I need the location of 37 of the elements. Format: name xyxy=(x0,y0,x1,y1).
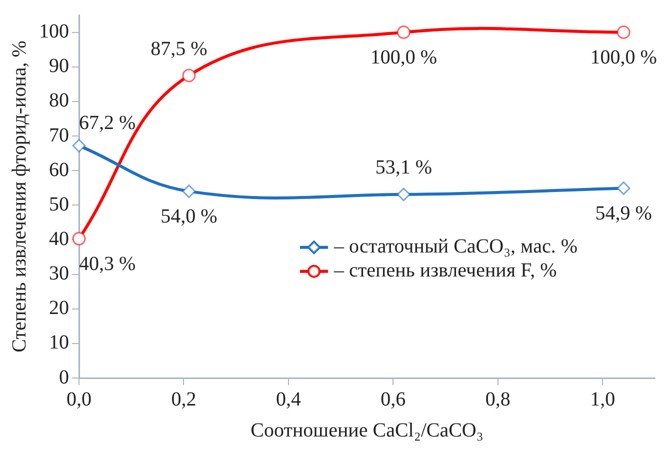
y-axis-title: Степень извлечения фторид-иона, % xyxy=(8,40,30,352)
x-tick-label: 0,0 xyxy=(66,388,92,410)
data-label: 100,0 % xyxy=(370,46,437,69)
x-tick-label: 1,0 xyxy=(590,388,616,410)
y-tick-label: 20 xyxy=(49,297,69,320)
point xyxy=(616,26,630,40)
y-tick-label: 90 xyxy=(49,55,69,78)
y-tick-label: 10 xyxy=(49,332,69,354)
x-tick-label: 0,6 xyxy=(380,388,406,410)
point xyxy=(182,184,196,198)
data-label: 40,3 % xyxy=(79,252,136,275)
y-tick-label: 40 xyxy=(49,228,69,250)
x-axis-title: Соотношение CaCl₂/CaCO₃ xyxy=(250,419,484,442)
y-tick-label: 70 xyxy=(49,124,69,146)
point xyxy=(396,188,410,202)
point xyxy=(396,26,410,40)
y-tick-label: 100 xyxy=(39,20,69,43)
data-label: 100,0 % xyxy=(590,46,657,69)
y-tick-label: 30 xyxy=(49,262,69,285)
y-tick-label: 60 xyxy=(49,158,69,181)
legend-label: – степень извлечения F, % xyxy=(333,260,557,282)
data-label: 54,9 % xyxy=(595,202,652,224)
point xyxy=(182,68,196,82)
point xyxy=(72,232,86,246)
y-tick-label: 50 xyxy=(49,193,69,216)
x-tick-label: 0,4 xyxy=(276,388,301,410)
data-label: 87,5 % xyxy=(150,38,208,60)
x-tick-label: 0,8 xyxy=(485,388,510,410)
point xyxy=(616,181,630,195)
point xyxy=(72,138,86,152)
data-label: 53,1 % xyxy=(375,156,432,179)
data-label: 67,2 % xyxy=(79,112,136,134)
x-tick-label: 0,2 xyxy=(171,388,196,410)
data-label: 54,0 % xyxy=(160,206,218,228)
legend-label: – остаточный CaCO₃, мас. % xyxy=(333,236,578,258)
y-tick-label: 0 xyxy=(59,366,69,388)
y-tick-label: 80 xyxy=(49,90,69,112)
